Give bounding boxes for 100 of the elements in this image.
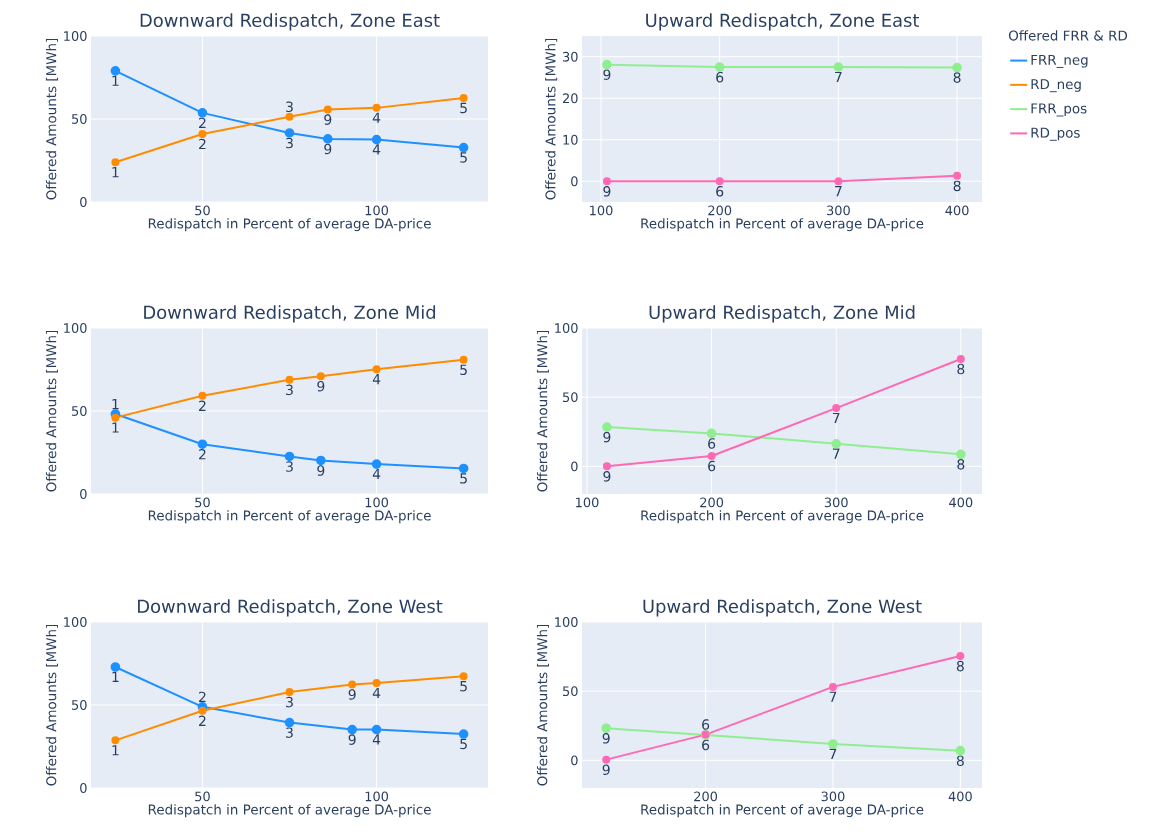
annotation: 1 (112, 399, 119, 410)
y-tick-label: 0 (571, 755, 578, 766)
x-tick-label: 100 (590, 205, 613, 216)
chart-title: Downward Redispatch, Zone West (138, 599, 443, 617)
y-axis-title: Offered Amounts [MWh] (536, 330, 549, 492)
annotation: 9 (324, 143, 332, 155)
annotation: 9 (602, 733, 610, 744)
annotation: 6 (708, 460, 716, 472)
annotation: 1 (112, 167, 119, 178)
annotation: 7 (835, 71, 842, 83)
x-tick-label: 200 (694, 791, 718, 802)
annotation: 6 (716, 71, 724, 83)
annotation: 7 (829, 691, 837, 702)
annotation: 6 (702, 719, 710, 730)
annotation: 9 (602, 764, 610, 775)
chart-title: Downward Redispatch, Zone East (140, 13, 440, 31)
x-tick-label: 300 (827, 205, 850, 216)
x-tick-label: 400 (945, 205, 969, 216)
annotation: 1 (112, 671, 119, 682)
chart-title: Upward Redispatch, Zone East (646, 13, 920, 31)
annotation: 4 (372, 687, 381, 699)
chart-title: Upward Redispatch, Zone West (643, 599, 922, 617)
annotation: 9 (603, 471, 611, 482)
annotation: 9 (317, 380, 325, 392)
annotation: 4 (372, 112, 381, 123)
annotation: 5 (460, 102, 467, 114)
annotation: 7 (832, 448, 840, 459)
x-tick-label: 100 (365, 497, 389, 508)
y-tick-label: 50 (563, 392, 578, 403)
annotation: 1 (112, 745, 119, 756)
y-tick-label: 100 (64, 617, 87, 627)
annotation: 4 (372, 734, 381, 745)
annotation: 6 (716, 186, 724, 197)
x-axis-title: Redispatch in Percent of average DA-price (641, 218, 924, 232)
legend-label: FRR_pos (1031, 103, 1087, 117)
annotation: 1 (112, 422, 119, 433)
y-axis-title: Offered Amounts [MWh] (545, 38, 558, 200)
annotation: 9 (324, 114, 332, 125)
annotation: 5 (460, 473, 467, 484)
annotation: 8 (957, 459, 965, 470)
x-tick-label: 400 (948, 791, 972, 802)
x-tick-label: 50 (195, 791, 210, 802)
annotation: 9 (603, 69, 611, 80)
annotation: 6 (708, 438, 716, 449)
annotation: 2 (199, 691, 206, 703)
y-tick-label: 0 (80, 197, 87, 207)
annotation: 2 (199, 400, 206, 411)
y-tick-label: 10 (563, 134, 578, 145)
x-tick-label: 100 (365, 205, 389, 216)
y-tick-label: 0 (80, 783, 87, 793)
y-tick-label: 0 (571, 461, 578, 472)
annotation: 8 (956, 755, 964, 766)
annotation: 3 (286, 137, 293, 149)
y-axis-title: Offered Amounts [MWh] (45, 38, 58, 200)
y-axis-title: Offered Amounts [MWh] (45, 330, 58, 492)
y-tick-label: 100 (555, 323, 578, 333)
annotation: 7 (832, 412, 840, 424)
annotation: 2 (199, 117, 206, 128)
annotation: 5 (460, 364, 467, 376)
annotation: 3 (286, 727, 293, 738)
y-tick-label: 100 (555, 617, 578, 627)
annotation: 8 (953, 180, 961, 192)
y-tick-label: 50 (72, 406, 87, 416)
x-tick-label: 400 (949, 497, 973, 508)
annotation: 5 (460, 738, 467, 750)
annotation: 9 (603, 431, 611, 443)
x-tick-label: 300 (824, 497, 848, 508)
x-axis-title: Redispatch in Percent of average DA-price (148, 218, 431, 232)
legend-title: Offered FRR & RD (1008, 30, 1128, 41)
x-axis-title: Redispatch in Percent of average DA-price (148, 510, 431, 524)
annotation: 8 (957, 363, 965, 375)
annotation: 1 (112, 75, 119, 86)
y-tick-label: 0 (571, 176, 578, 187)
y-tick-label: 100 (64, 31, 87, 41)
annotation: 9 (603, 186, 611, 197)
x-axis-title: Redispatch in Percent of average DA-price (641, 804, 924, 818)
y-tick-label: 0 (80, 489, 87, 499)
x-tick-label: 50 (195, 205, 210, 216)
annotation: 3 (286, 461, 293, 472)
annotation: 3 (286, 101, 293, 113)
annotation: 9 (317, 465, 325, 476)
annotation: 9 (348, 689, 356, 700)
x-tick-label: 200 (700, 497, 724, 508)
x-tick-label: 300 (821, 791, 845, 802)
y-tick-label: 50 (72, 700, 87, 710)
annotation: 8 (956, 660, 964, 672)
chart-title: Upward Redispatch, Zone Mid (649, 305, 915, 323)
annotation: 4 (372, 468, 381, 480)
x-tick-label: 200 (708, 205, 732, 216)
annotation: 8 (953, 72, 961, 83)
annotation: 5 (460, 152, 467, 163)
y-axis-title: Offered Amounts [MWh] (536, 624, 549, 786)
x-axis-title: Redispatch in Percent of average DA-price (148, 804, 431, 818)
x-tick-label: 50 (195, 497, 210, 508)
y-axis-title: Offered Amounts [MWh] (45, 624, 58, 786)
annotation: 4 (372, 144, 381, 155)
y-tick-label: 20 (562, 93, 578, 104)
x-tick-label: 100 (365, 791, 389, 802)
annotation: 2 (199, 448, 206, 460)
y-tick-label: 50 (563, 686, 578, 697)
